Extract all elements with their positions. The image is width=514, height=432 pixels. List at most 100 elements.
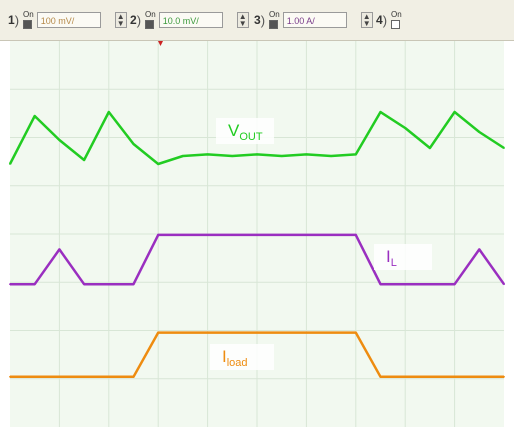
iload-label: Iload	[222, 347, 248, 369]
channel-4-on-toggle[interactable]: On	[391, 11, 402, 29]
iload-point	[305, 331, 308, 334]
vout-point	[478, 131, 481, 133]
iload-point	[107, 375, 110, 378]
channel-3-on-toggle[interactable]: On	[269, 11, 280, 29]
il-point	[107, 283, 110, 286]
down-arrow-icon: ▼	[362, 19, 371, 28]
il-label: IL	[386, 247, 397, 269]
il-point	[182, 234, 184, 236]
iload-point	[429, 375, 431, 378]
checkbox-icon	[269, 20, 279, 29]
vout-point	[503, 147, 505, 149]
channel-4-controls: 4) On	[376, 9, 405, 31]
trigger-marker-icon	[158, 41, 163, 46]
vout-point	[231, 155, 234, 157]
il-point	[132, 283, 135, 286]
il-point	[354, 234, 357, 236]
up-arrow-icon: ▲	[116, 12, 125, 21]
waveform-traces	[8, 110, 506, 379]
il-point	[206, 234, 209, 236]
il-point	[404, 283, 407, 286]
iload-point	[280, 331, 283, 334]
iload-point	[453, 375, 456, 378]
il-point	[33, 283, 36, 286]
iload-label-main: I	[222, 347, 227, 366]
iload-label-sub: load	[227, 357, 248, 369]
vout-point	[453, 111, 456, 113]
channel-1-number: 1	[8, 13, 15, 27]
il-label-box	[374, 244, 432, 270]
channel-4-paren-icon: )	[382, 12, 388, 28]
iload-point	[231, 331, 234, 334]
vout-label-box	[216, 118, 274, 144]
down-arrow-icon: ▼	[116, 19, 125, 28]
channel-2-on-toggle[interactable]: On	[145, 11, 156, 29]
vout-point	[107, 111, 110, 113]
il-point	[83, 283, 85, 286]
iload-point	[182, 331, 184, 334]
channel-4-number: 4	[376, 13, 383, 27]
down-arrow-icon: ▼	[238, 19, 247, 28]
iload-point	[58, 375, 61, 378]
il-point	[231, 234, 234, 236]
vout-point	[132, 143, 135, 145]
il-point	[58, 248, 61, 251]
vout-point	[9, 163, 11, 165]
iload-point	[404, 375, 407, 378]
iload-point	[157, 331, 160, 334]
vout-label-sub: OUT	[239, 131, 263, 143]
il-label-sub: L	[391, 257, 397, 269]
iload-point	[83, 375, 85, 378]
il-point	[9, 283, 11, 286]
il-point	[379, 283, 382, 286]
vout-point	[379, 111, 382, 113]
vout-label: VOUT	[228, 121, 263, 143]
il-point	[478, 248, 481, 251]
il-point	[453, 283, 456, 286]
vout-point	[330, 155, 332, 157]
channel-3-number: 3	[254, 13, 261, 27]
channel-3-scale-input[interactable]: 1.00 A/	[282, 12, 347, 28]
iload-point	[478, 375, 481, 378]
checkbox-icon	[145, 20, 155, 29]
channel-1-scale-input[interactable]: 100 mV/	[36, 12, 101, 28]
il-point	[330, 234, 332, 236]
vout-point	[354, 153, 357, 156]
iload-label-box	[210, 344, 274, 370]
iload-point	[206, 331, 209, 334]
vout-point	[280, 155, 283, 157]
channel-2-paren-icon: )	[136, 12, 142, 28]
vout-label-main: V	[228, 121, 240, 140]
vout-point	[83, 159, 85, 161]
up-arrow-icon: ▲	[362, 12, 371, 21]
vout-point	[33, 115, 36, 117]
il-point	[280, 234, 283, 236]
channel-1-spinner[interactable]: ▲ ▼	[114, 12, 127, 28]
checkbox-icon	[23, 20, 33, 29]
vout-point	[182, 155, 184, 157]
channel-2-number: 2	[130, 13, 137, 27]
il-point	[429, 283, 431, 286]
channel-1-on-toggle[interactable]: On	[23, 11, 34, 29]
vout-point	[429, 147, 431, 149]
iload-point	[256, 331, 258, 334]
vout-point	[206, 153, 209, 156]
vout-point	[157, 163, 160, 165]
channel-3-spinner[interactable]: ▲ ▼	[360, 12, 373, 28]
channel-2-scale-input[interactable]: 10.0 mV/	[158, 12, 223, 28]
channel-1-controls: 1) On 100 mV/ ▲ ▼	[8, 9, 127, 31]
il-point	[503, 283, 505, 286]
channel-toolbar: 1) On 100 mV/ ▲ ▼ 2) On 10.0 mV/ ▲ ▼ 3) On…	[0, 0, 514, 41]
up-arrow-icon: ▲	[238, 12, 247, 21]
il-point	[256, 234, 258, 236]
iload-point	[379, 375, 382, 378]
iload-point	[9, 375, 11, 378]
channel-2-controls: 2) On 10.0 mV/ ▲ ▼	[130, 9, 249, 31]
channel-2-spinner[interactable]: ▲ ▼	[236, 12, 249, 28]
il-point	[157, 234, 160, 236]
il-point	[305, 234, 308, 236]
vout-point	[305, 153, 308, 156]
vout-point	[58, 139, 61, 141]
